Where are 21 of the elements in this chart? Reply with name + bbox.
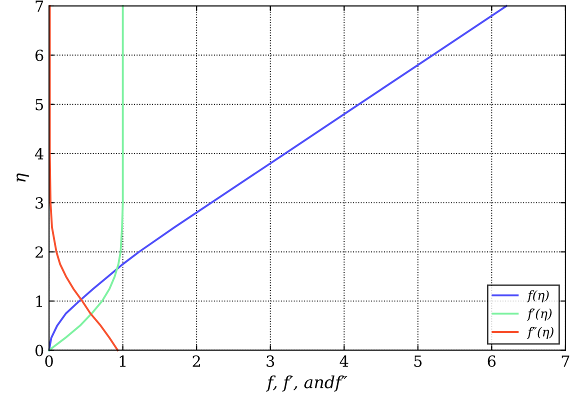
x-axis-title: f, f′, andf″	[266, 375, 348, 392]
x-tick-label: 2	[192, 355, 200, 367]
y-tick-label: 2	[36, 246, 43, 258]
legend-label: f″(η)	[526, 326, 554, 339]
x-tick-label: 0	[45, 355, 53, 367]
y-tick-label: 5	[36, 99, 44, 110]
x-tick-label: 3	[266, 355, 274, 367]
y-tick-label: 6	[35, 50, 44, 62]
y-tick-label: 0	[35, 344, 44, 356]
x-tick-label: 5	[414, 356, 422, 367]
y-tick-label: 7	[36, 0, 44, 12]
x-tick-label: 6	[488, 355, 496, 367]
x-tick-label: 4	[340, 355, 348, 367]
y-tick-label: 1	[36, 296, 42, 307]
y-tick-label: 3	[36, 197, 44, 209]
legend-label: f′(η)	[526, 308, 552, 321]
legend-label: f(η)	[526, 290, 549, 302]
x-tick-label: 7	[562, 356, 570, 367]
x-tick-label: 1	[120, 355, 126, 367]
y-axis-title: η	[16, 173, 29, 182]
y-tick-label: 4	[34, 148, 44, 160]
